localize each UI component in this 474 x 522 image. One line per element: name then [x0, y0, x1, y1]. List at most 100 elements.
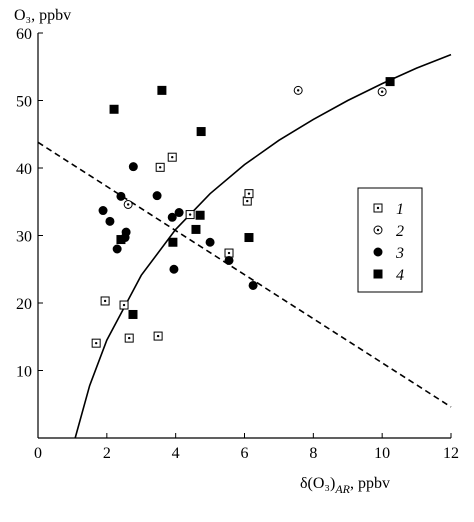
point [385, 77, 395, 87]
point [244, 189, 254, 199]
point [116, 191, 126, 201]
point [191, 224, 201, 234]
point [373, 203, 383, 213]
point [123, 199, 133, 209]
point [157, 85, 167, 95]
legend-label: 2 [396, 223, 404, 240]
point [109, 104, 119, 114]
point [168, 237, 178, 247]
point [169, 264, 179, 274]
point-dot [227, 251, 231, 255]
legend-box [357, 187, 423, 293]
point [112, 244, 122, 254]
point [116, 235, 126, 245]
point-dot [247, 192, 251, 195]
x-tick-label: 6 [241, 445, 249, 462]
point-shape [195, 210, 205, 220]
point-dot [122, 303, 126, 307]
point-dot [94, 341, 98, 345]
point-shape [157, 85, 167, 95]
fit-curve [74, 53, 452, 439]
point-shape [205, 237, 215, 247]
point [377, 87, 387, 97]
point [244, 233, 254, 243]
point-dot [156, 334, 160, 338]
point-shape [373, 269, 383, 279]
point-shape [112, 244, 122, 254]
point [224, 248, 234, 258]
point-shape [128, 162, 138, 172]
x-axis-label-sub: AR [334, 482, 350, 496]
point [119, 300, 129, 310]
point [153, 331, 163, 341]
point [373, 225, 383, 235]
x-axis-label: δ(O₃)AR, ppbv [300, 475, 390, 496]
point [373, 247, 383, 257]
point [196, 127, 206, 137]
fit-curve [37, 141, 452, 408]
point [124, 333, 134, 343]
point [185, 210, 195, 220]
legend-label: 4 [396, 267, 404, 284]
legend-label: 1 [396, 201, 404, 218]
point [224, 255, 234, 265]
point-shape [128, 309, 138, 319]
x-tick-label: 8 [309, 445, 317, 462]
point-shape [167, 212, 177, 222]
point [174, 208, 184, 218]
x-tick-label: 0 [34, 445, 42, 462]
point-shape [109, 104, 119, 114]
point-dot [376, 206, 380, 210]
point-shape [191, 224, 201, 234]
point-shape [169, 264, 179, 274]
point [105, 216, 115, 226]
point [293, 85, 303, 95]
point [128, 309, 138, 319]
point [167, 152, 177, 162]
point [98, 206, 108, 216]
point [242, 196, 252, 206]
point-dot [103, 299, 107, 303]
point-dot [126, 203, 130, 206]
point-shape [196, 127, 206, 137]
point [373, 269, 383, 279]
point-shape [174, 208, 184, 218]
y-tick-label: 60 [16, 26, 32, 43]
y-tick-label: 40 [16, 161, 32, 178]
point [128, 162, 138, 172]
point-dot [246, 199, 249, 203]
point-shape [385, 77, 395, 87]
point-shape [168, 237, 178, 247]
point-shape [224, 255, 234, 265]
point-shape [98, 206, 108, 216]
x-tick-label: 2 [103, 445, 111, 462]
point [205, 237, 215, 247]
x-axis-label-unit: , ppbv [350, 475, 390, 492]
point-shape [105, 216, 115, 226]
point-dot [296, 89, 300, 92]
y-tick-label: 10 [16, 364, 32, 381]
legend-label: 3 [395, 245, 404, 262]
x-tick-label: 10 [374, 445, 390, 462]
y-tick-label: 50 [16, 94, 32, 111]
point-shape [373, 247, 383, 257]
point-shape [116, 235, 126, 245]
point [195, 210, 205, 220]
y-tick-label: 30 [16, 229, 32, 246]
point-shape [244, 233, 254, 243]
point [155, 162, 165, 172]
point-dot [158, 166, 162, 169]
point [167, 212, 177, 222]
x-axis-label-main: δ(O₃) [300, 475, 335, 492]
y-axis-label: O₃, ppbv [14, 7, 71, 24]
x-tick-label: 12 [443, 445, 459, 462]
point [152, 191, 162, 201]
y-tick-label: 20 [16, 296, 32, 313]
point-dot [128, 336, 131, 340]
point-dot [171, 156, 174, 159]
point-shape [248, 280, 258, 290]
point [100, 296, 110, 306]
point [91, 338, 101, 348]
x-tick-label: 4 [172, 445, 180, 462]
